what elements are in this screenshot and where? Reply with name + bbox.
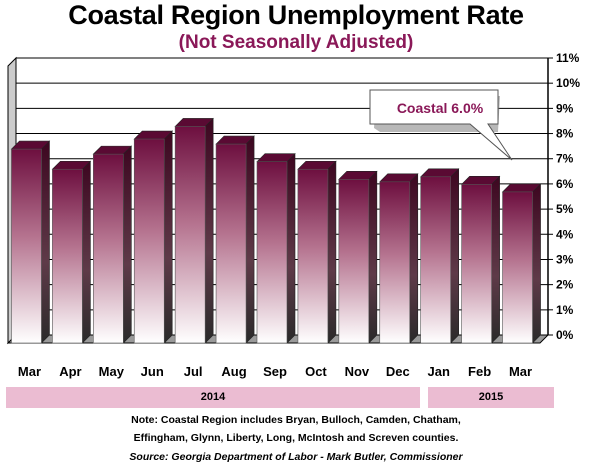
y-tick-label: 8% xyxy=(556,127,574,141)
x-tick-label: Oct xyxy=(305,364,327,379)
x-tick-label: Jan xyxy=(427,364,449,379)
y-tick-label: 6% xyxy=(556,177,574,191)
x-tick-label: Apr xyxy=(59,364,81,379)
bar xyxy=(93,153,124,344)
bar xyxy=(174,126,206,344)
bar-side xyxy=(450,168,459,344)
chart-title: Coastal Region Unemployment Rate xyxy=(68,0,524,30)
x-tick-label: Jun xyxy=(141,364,164,379)
y-tick-label: 11% xyxy=(556,51,580,65)
y-tick-label: 3% xyxy=(556,252,574,266)
bar-side xyxy=(491,175,500,344)
x-tick-label: Aug xyxy=(221,364,246,379)
x-tick-label: May xyxy=(99,364,125,379)
y-tick-label: 7% xyxy=(556,152,574,166)
bar xyxy=(52,168,83,344)
bar xyxy=(133,138,165,344)
bar-side xyxy=(368,170,378,344)
bar xyxy=(461,184,492,344)
bar-side xyxy=(532,183,541,344)
y-tick-label: 10% xyxy=(556,76,580,90)
y-tick-label: 5% xyxy=(556,202,574,216)
bar xyxy=(215,143,247,344)
x-tick-label: Sep xyxy=(263,364,287,379)
year-label-2015: 2015 xyxy=(428,387,554,408)
x-tick-label: Nov xyxy=(345,364,370,379)
bar xyxy=(297,168,329,344)
chart-subtitle: (Not Seasonally Adjusted) xyxy=(178,32,414,53)
y-tick-label: 1% xyxy=(556,303,574,317)
y-tick-label: 0% xyxy=(556,328,574,342)
bar xyxy=(11,148,42,344)
footnote-line-2: Effingham, Glynn, Liberty, Long, McIntos… xyxy=(133,432,459,444)
bar-side xyxy=(204,117,214,344)
bar xyxy=(420,176,451,344)
callout-box xyxy=(369,89,513,161)
bar-side xyxy=(409,173,419,344)
x-tick-label: Feb xyxy=(468,364,491,379)
x-tick-label: Mar xyxy=(509,364,532,379)
bar-side xyxy=(163,130,173,344)
bar-side xyxy=(123,145,132,344)
bar-side xyxy=(245,135,255,344)
bar-side xyxy=(327,160,337,344)
bar-side xyxy=(82,160,91,344)
bar xyxy=(256,161,288,344)
y-tick-label: 2% xyxy=(556,278,574,292)
bar-side xyxy=(286,152,296,344)
bar-side xyxy=(41,140,50,344)
y-tick-label: 4% xyxy=(556,227,574,241)
source-credit: Source: Georgia Department of Labor - Ma… xyxy=(129,451,463,463)
year-label-2014: 2014 xyxy=(6,387,420,408)
x-tick-label: Jul xyxy=(184,364,203,379)
footnote-line-1: Note: Coastal Region includes Bryan, Bul… xyxy=(131,414,461,426)
callout-label: Coastal 6.0% xyxy=(397,100,484,116)
bar xyxy=(502,191,533,344)
x-tick-label: Dec xyxy=(386,364,410,379)
bar xyxy=(338,179,370,344)
y-tick-label: 9% xyxy=(556,101,574,115)
bar xyxy=(379,181,411,344)
x-tick-label: Mar xyxy=(18,364,41,379)
